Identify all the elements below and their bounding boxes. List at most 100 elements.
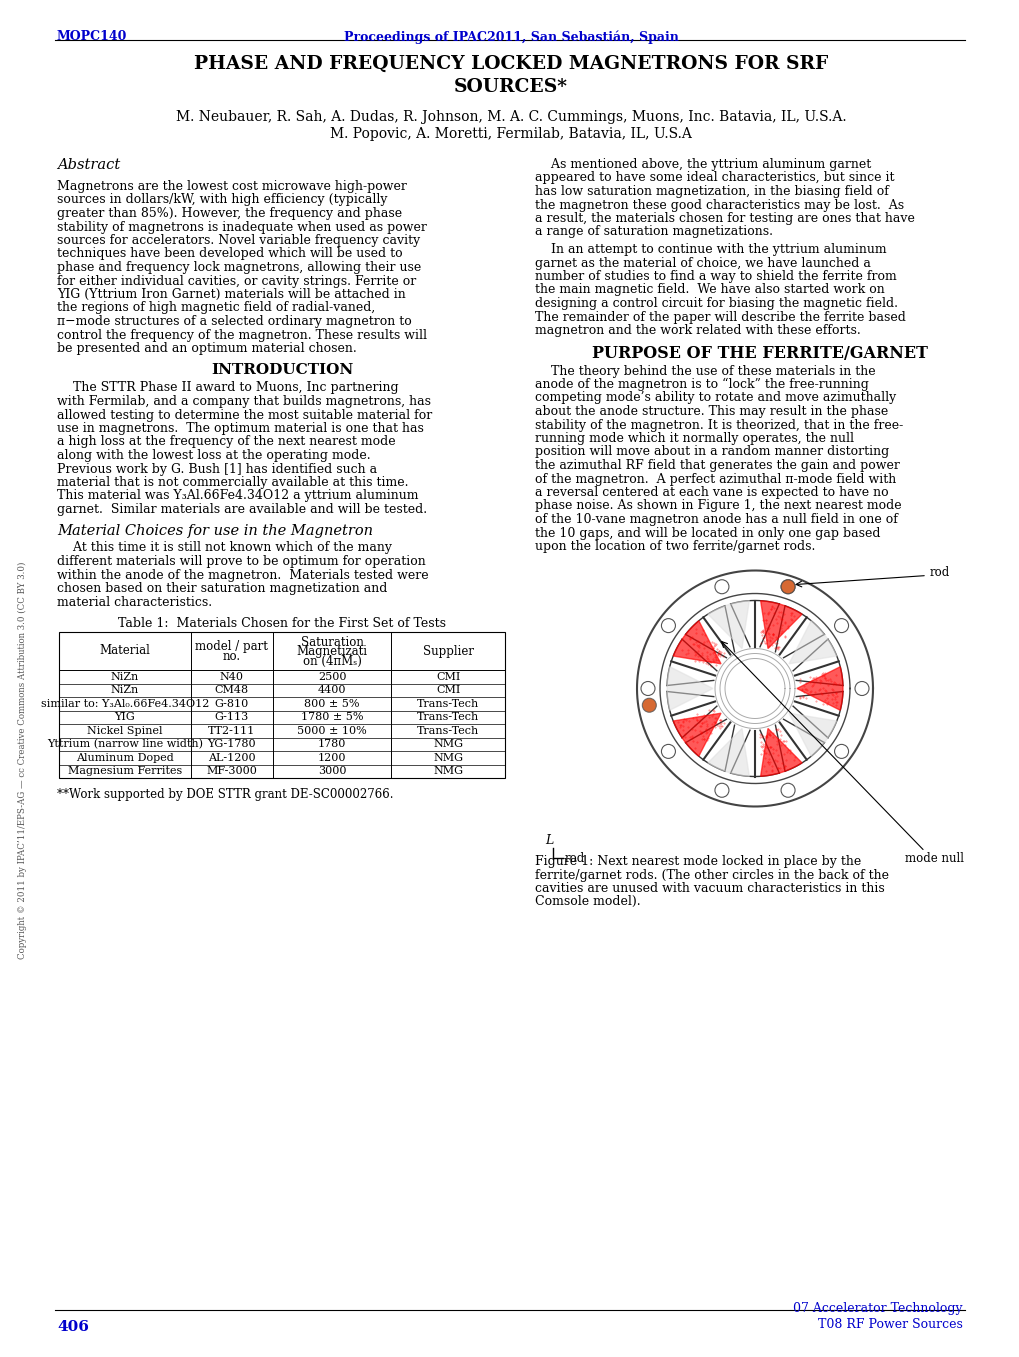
Text: Copyright © 2011 by IPAC’11/EPS-AG — cc Creative Commons Attribution 3.0 (CC BY : Copyright © 2011 by IPAC’11/EPS-AG — cc … bbox=[17, 562, 26, 959]
Text: garnet.  Similar materials are available and will be tested.: garnet. Similar materials are available … bbox=[57, 503, 427, 516]
Text: about the anode structure. This may result in the phase: about the anode structure. This may resu… bbox=[535, 404, 888, 418]
Text: CM48: CM48 bbox=[215, 685, 249, 695]
Text: M. Neubauer, R. Sah, A. Dudas, R. Johnson, M. A. C. Cummings, Muons, Inc. Batavi: M. Neubauer, R. Sah, A. Dudas, R. Johnso… bbox=[175, 110, 846, 123]
Text: INTRODUCTION: INTRODUCTION bbox=[211, 364, 353, 377]
Text: MF-3000: MF-3000 bbox=[206, 767, 257, 776]
Text: Proceedings of IPAC2011, San Sebastián, Spain: Proceedings of IPAC2011, San Sebastián, … bbox=[343, 30, 678, 43]
Text: competing mode’s ability to rotate and move azimuthally: competing mode’s ability to rotate and m… bbox=[535, 392, 896, 404]
Text: allowed testing to determine the most suitable material for: allowed testing to determine the most su… bbox=[57, 408, 432, 422]
Text: garnet as the material of choice, we have launched a: garnet as the material of choice, we hav… bbox=[535, 256, 870, 270]
Text: As mentioned above, the yttrium aluminum garnet: As mentioned above, the yttrium aluminum… bbox=[535, 157, 870, 171]
Text: Trans-Tech: Trans-Tech bbox=[417, 699, 479, 708]
Text: the azimuthal RF field that generates the gain and power: the azimuthal RF field that generates th… bbox=[535, 459, 899, 472]
Text: of the magnetron.  A perfect azimuthal π-mode field with: of the magnetron. A perfect azimuthal π-… bbox=[535, 472, 896, 486]
Text: MOPC140: MOPC140 bbox=[57, 30, 127, 43]
Text: be presented and an optimum material chosen.: be presented and an optimum material cho… bbox=[57, 342, 357, 356]
Text: control the frequency of the magnetron. These results will: control the frequency of the magnetron. … bbox=[57, 328, 427, 342]
Text: rod: rod bbox=[929, 566, 950, 579]
Text: **Work supported by DOE STTR grant DE-SC00002766.: **Work supported by DOE STTR grant DE-SC… bbox=[57, 788, 393, 801]
Text: 1780: 1780 bbox=[318, 740, 346, 749]
Text: stability of magnetrons is inadequate when used as power: stability of magnetrons is inadequate wh… bbox=[57, 220, 427, 233]
Text: At this time it is still not known which of the many: At this time it is still not known which… bbox=[57, 541, 391, 555]
Text: This material was Y₃Al.66Fe4.34O12 a yttrium aluminum: This material was Y₃Al.66Fe4.34O12 a ytt… bbox=[57, 490, 418, 502]
Text: Material: Material bbox=[99, 645, 150, 658]
Text: NMG: NMG bbox=[433, 740, 463, 749]
Polygon shape bbox=[666, 666, 712, 710]
Text: The remainder of the paper will describe the ferrite based: The remainder of the paper will describe… bbox=[535, 311, 905, 323]
Text: sources in dollars/kW, with high efficiency (typically: sources in dollars/kW, with high efficie… bbox=[57, 194, 387, 206]
Text: PURPOSE OF THE FERRITE/GARNET: PURPOSE OF THE FERRITE/GARNET bbox=[591, 346, 927, 362]
Text: In an attempt to continue with the yttrium aluminum: In an attempt to continue with the yttri… bbox=[535, 243, 886, 256]
Text: Material Choices for use in the Magnetron: Material Choices for use in the Magnetro… bbox=[57, 524, 373, 537]
Polygon shape bbox=[796, 666, 842, 710]
Text: the regions of high magnetic field of radial-vaned,: the regions of high magnetic field of ra… bbox=[57, 301, 375, 315]
Text: 3000: 3000 bbox=[318, 767, 346, 776]
Text: a result, the materials chosen for testing are ones that have: a result, the materials chosen for testi… bbox=[535, 212, 914, 225]
Text: upon the location of two ferrite/garnet rods.: upon the location of two ferrite/garnet … bbox=[535, 540, 814, 554]
Text: on (4πMₛ): on (4πMₛ) bbox=[303, 654, 362, 668]
Text: N40: N40 bbox=[220, 672, 244, 681]
Text: the main magnetic field.  We have also started work on: the main magnetic field. We have also st… bbox=[535, 284, 883, 296]
Text: model / part: model / part bbox=[196, 641, 268, 653]
Text: position will move about in a random manner distorting: position will move about in a random man… bbox=[535, 445, 889, 459]
Polygon shape bbox=[673, 620, 720, 664]
Text: YIG: YIG bbox=[114, 712, 136, 722]
Text: The theory behind the use of these materials in the: The theory behind the use of these mater… bbox=[535, 365, 874, 377]
Text: G-810: G-810 bbox=[214, 699, 249, 708]
Text: The STTR Phase II award to Muons, Inc partnering: The STTR Phase II award to Muons, Inc pa… bbox=[57, 381, 398, 395]
Text: CMI: CMI bbox=[435, 672, 460, 681]
Text: 5000 ± 10%: 5000 ± 10% bbox=[297, 726, 367, 735]
Polygon shape bbox=[789, 714, 836, 756]
Text: PHASE AND FREQUENCY LOCKED MAGNETRONS FOR SRF: PHASE AND FREQUENCY LOCKED MAGNETRONS FO… bbox=[194, 56, 827, 73]
Text: no.: no. bbox=[222, 650, 240, 662]
Text: Magnesium Ferrites: Magnesium Ferrites bbox=[67, 767, 181, 776]
Circle shape bbox=[781, 579, 794, 594]
Text: cavities are unused with vacuum characteristics in this: cavities are unused with vacuum characte… bbox=[535, 882, 883, 894]
Text: Yttrium (narrow line width): Yttrium (narrow line width) bbox=[47, 740, 203, 749]
Text: Supplier: Supplier bbox=[422, 645, 473, 658]
Text: similar to: Y₃Al₀.66Fe4.34O12: similar to: Y₃Al₀.66Fe4.34O12 bbox=[41, 699, 209, 708]
Text: sources for accelerators. Novel variable frequency cavity: sources for accelerators. Novel variable… bbox=[57, 233, 420, 247]
Text: π−mode structures of a selected ordinary magnetron to: π−mode structures of a selected ordinary… bbox=[57, 315, 412, 328]
Polygon shape bbox=[673, 714, 720, 756]
Polygon shape bbox=[760, 601, 801, 649]
Text: phase and frequency lock magnetrons, allowing their use: phase and frequency lock magnetrons, all… bbox=[57, 261, 421, 274]
Text: NMG: NMG bbox=[433, 753, 463, 763]
Text: a reversal centered at each vane is expected to have no: a reversal centered at each vane is expe… bbox=[535, 486, 888, 499]
Text: 406: 406 bbox=[57, 1320, 89, 1334]
Text: NMG: NMG bbox=[433, 767, 463, 776]
Text: stability of the magnetron. It is theorized, that in the free-: stability of the magnetron. It is theori… bbox=[535, 418, 903, 432]
Bar bbox=[59, 632, 504, 778]
Text: rod: rod bbox=[565, 851, 585, 864]
Text: NiZn: NiZn bbox=[110, 685, 139, 695]
Text: TT2-111: TT2-111 bbox=[208, 726, 255, 735]
Text: T08 RF Power Sources: T08 RF Power Sources bbox=[817, 1318, 962, 1331]
Text: chosen based on their saturation magnetization and: chosen based on their saturation magneti… bbox=[57, 582, 387, 594]
Text: YG-1780: YG-1780 bbox=[207, 740, 256, 749]
Text: NiZn: NiZn bbox=[110, 672, 139, 681]
Text: of the 10-vane magnetron anode has a null field in one of: of the 10-vane magnetron anode has a nul… bbox=[535, 513, 897, 527]
Text: within the anode of the magnetron.  Materials tested were: within the anode of the magnetron. Mater… bbox=[57, 569, 428, 582]
Text: has low saturation magnetization, in the biasing field of: has low saturation magnetization, in the… bbox=[535, 185, 888, 198]
Text: Magnetizati: Magnetizati bbox=[297, 645, 367, 658]
Text: greater than 85%). However, the frequency and phase: greater than 85%). However, the frequenc… bbox=[57, 208, 401, 220]
Text: designing a control circuit for biasing the magnetic field.: designing a control circuit for biasing … bbox=[535, 297, 897, 309]
Text: Previous work by G. Bush [1] has identified such a: Previous work by G. Bush [1] has identif… bbox=[57, 463, 377, 475]
Text: Figure 1: Next nearest mode locked in place by the: Figure 1: Next nearest mode locked in pl… bbox=[535, 855, 860, 868]
Text: with Fermilab, and a company that builds magnetrons, has: with Fermilab, and a company that builds… bbox=[57, 395, 431, 408]
Text: Table 1:  Materials Chosen for the First Set of Tests: Table 1: Materials Chosen for the First … bbox=[118, 617, 445, 630]
Text: Comsole model).: Comsole model). bbox=[535, 894, 640, 908]
Text: G-113: G-113 bbox=[214, 712, 249, 722]
Text: Trans-Tech: Trans-Tech bbox=[417, 712, 479, 722]
Text: 4400: 4400 bbox=[318, 685, 346, 695]
Text: ferrite/garnet rods. (The other circles in the back of the: ferrite/garnet rods. (The other circles … bbox=[535, 868, 889, 882]
Text: the 10 gaps, and will be located in only one gap based: the 10 gaps, and will be located in only… bbox=[535, 527, 879, 540]
Text: 2500: 2500 bbox=[318, 672, 346, 681]
Text: SOURCES*: SOURCES* bbox=[453, 77, 568, 96]
Text: CMI: CMI bbox=[435, 685, 460, 695]
Polygon shape bbox=[707, 729, 749, 776]
Circle shape bbox=[642, 699, 655, 712]
Text: material characteristics.: material characteristics. bbox=[57, 596, 212, 608]
Text: Aluminum Doped: Aluminum Doped bbox=[75, 753, 173, 763]
Polygon shape bbox=[789, 620, 836, 664]
